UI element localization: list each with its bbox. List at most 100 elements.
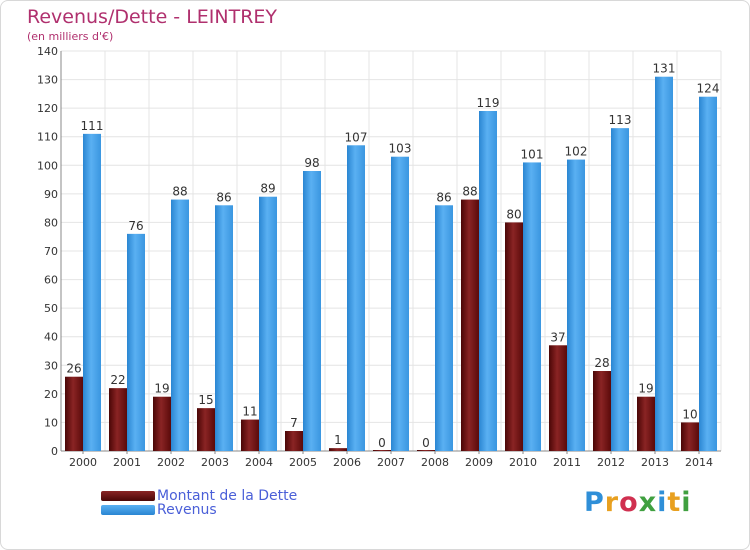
y-tick-label: 70 [44,245,58,258]
bar-revenus [699,96,717,451]
bar-dette [681,422,699,451]
data-label: 111 [81,119,104,133]
bar-dette [153,396,171,451]
x-tick-label: 2011 [553,456,581,469]
data-label: 10 [682,407,697,421]
legend-item-revenus: Revenus [101,502,217,518]
bar-dette [65,376,83,451]
x-tick-label: 2005 [289,456,317,469]
bar-dette [549,345,567,451]
bar-revenus [347,145,365,452]
data-label: 76 [128,219,143,233]
x-tick-label: 2003 [201,456,229,469]
bar-dette [637,396,655,451]
data-label: 22 [110,373,125,387]
x-tick-label: 2006 [333,456,361,469]
data-label: 88 [172,185,187,199]
data-label: 19 [154,382,169,396]
data-label: 103 [389,142,412,156]
data-label: 37 [550,330,565,344]
y-tick-label: 60 [44,274,58,287]
data-label: 80 [506,207,521,221]
bar-revenus [259,196,277,451]
x-tick-label: 2000 [69,456,97,469]
data-label: 107 [345,130,368,144]
legend-swatch-revenus [101,505,155,515]
bar-revenus [83,133,101,451]
x-tick-label: 2002 [157,456,185,469]
bar-dette [417,450,435,451]
y-tick-label: 110 [37,131,58,144]
bar-revenus [215,205,233,451]
bar-dette [329,448,347,451]
data-label: 101 [521,147,544,161]
bar-dette [461,199,479,451]
x-tick-label: 2009 [465,456,493,469]
data-label: 0 [378,436,386,450]
data-label: 124 [697,82,720,96]
data-label: 1 [334,433,342,447]
bar-dette [197,408,215,451]
legend-label-dette: Montant de la Dette [157,488,298,504]
data-label: 7 [290,416,298,430]
y-tick-label: 30 [44,359,58,372]
y-tick-label: 80 [44,216,58,229]
data-label: 88 [462,185,477,199]
data-label: 119 [477,96,500,110]
data-label: 26 [66,362,81,376]
y-tick-label: 140 [37,45,58,58]
chart-subtitle: (en milliers d'€) [27,30,114,43]
bar-dette [109,388,127,451]
legend-label-revenus: Revenus [157,502,217,518]
x-tick-label: 2007 [377,456,405,469]
x-tick-label: 2008 [421,456,449,469]
bar-dette [505,222,523,451]
data-label: 113 [609,113,632,127]
data-label: 131 [653,62,676,76]
y-tick-label: 20 [44,388,58,401]
x-tick-label: 2010 [509,456,537,469]
bar-revenus [127,233,145,451]
x-tick-label: 2014 [685,456,713,469]
bar-revenus [611,128,629,451]
y-tick-label: 90 [44,188,58,201]
data-label: 0 [422,436,430,450]
bar-revenus [171,199,189,451]
bar-dette [593,371,611,451]
proxiti-logo: Proxiti [584,487,692,518]
x-tick-label: 2012 [597,456,625,469]
data-label: 98 [304,156,319,170]
bar-revenus [479,111,497,451]
data-label: 102 [565,145,588,159]
data-label: 15 [198,393,213,407]
y-tick-label: 130 [37,74,58,87]
x-tick-label: 2004 [245,456,273,469]
data-label: 28 [594,356,609,370]
data-label: 11 [242,405,257,419]
legend-item-dette: Montant de la Dette [101,488,297,504]
y-tick-label: 120 [37,102,58,115]
bar-revenus [567,159,585,452]
bar-revenus [435,205,453,451]
y-tick-label: 100 [37,159,58,172]
bar-dette [373,450,391,451]
legend-swatch-dette [101,491,155,501]
y-tick-label: 10 [44,416,58,429]
x-tick-label: 2001 [113,456,141,469]
chart-title: Revenus/Dette - LEINTREY [27,6,278,28]
bar-revenus [303,171,321,451]
bar-revenus [391,156,409,451]
y-tick-label: 40 [44,331,58,344]
bar-dette [285,431,303,451]
y-tick-label: 50 [44,302,58,315]
x-tick-label: 2013 [641,456,669,469]
y-tick-label: 0 [51,445,58,458]
bar-dette [241,419,259,451]
bar-revenus [523,162,541,451]
data-label: 86 [436,190,451,204]
bar-revenus [655,76,673,451]
data-label: 19 [638,382,653,396]
data-label: 89 [260,182,275,196]
